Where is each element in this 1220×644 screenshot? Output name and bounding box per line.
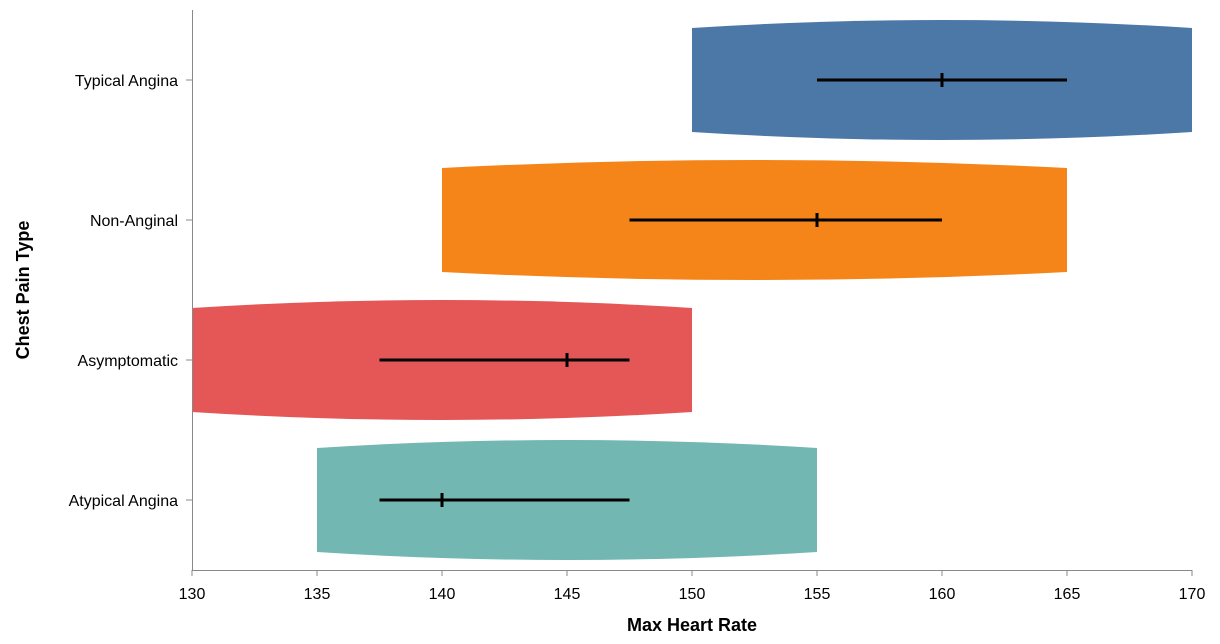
x-tick-label-4: 150 <box>679 586 706 603</box>
x-tick-label-6: 160 <box>929 586 956 603</box>
y-tick-label-0: Typical Angina <box>75 73 178 90</box>
x-tick-label-5: 155 <box>804 586 831 603</box>
iqr-layer <box>379 73 1067 507</box>
y-axis-title: Chest Pain Type <box>13 221 33 360</box>
x-tick-label-0: 130 <box>179 586 206 603</box>
y-tick-label-2: Asymptomatic <box>78 353 178 370</box>
x-tick-label-8: 170 <box>1179 586 1206 603</box>
y-tick-label-3: Atypical Angina <box>69 493 179 510</box>
x-tick-label-2: 140 <box>429 586 456 603</box>
x-axis: 130 135 140 145 150 155 160 165 170 <box>179 570 1206 603</box>
y-tick-label-1: Non-Anginal <box>90 213 178 230</box>
x-tick-label-7: 165 <box>1054 586 1081 603</box>
violin-layer <box>192 20 1192 560</box>
x-tick-label-3: 145 <box>554 586 581 603</box>
x-axis-title: Max Heart Rate <box>627 615 757 635</box>
x-tick-label-1: 135 <box>304 586 331 603</box>
y-axis: Typical Angina Non-Anginal Asymptomatic Aty… <box>69 10 193 570</box>
